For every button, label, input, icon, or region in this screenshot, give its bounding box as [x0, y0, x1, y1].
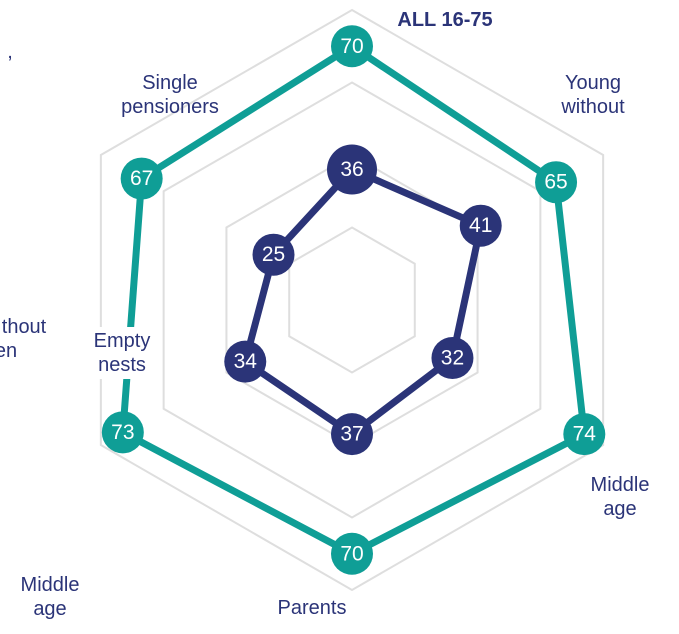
data-label: 67	[130, 167, 153, 190]
category-label: Parents	[277, 597, 347, 619]
data-point	[431, 337, 474, 379]
cropped-label: thout	[1, 316, 47, 338]
data-point	[331, 25, 373, 68]
data-label: 25	[262, 243, 285, 266]
data-point	[331, 532, 373, 575]
category-label: Single pensioners	[121, 72, 219, 118]
data-point	[459, 204, 502, 247]
series-line	[241, 166, 485, 438]
series-line	[119, 42, 588, 558]
data-label: 32	[441, 347, 464, 370]
data-label: 74	[573, 423, 597, 446]
data-point	[224, 340, 267, 383]
data-point	[563, 413, 606, 456]
data-label: 37	[340, 423, 363, 446]
grid-ring	[288, 226, 416, 374]
cropped-label: en	[0, 340, 18, 362]
category-label: Middle age	[590, 474, 650, 520]
data-point	[252, 233, 295, 276]
data-label: 70	[340, 35, 363, 58]
category-label: Young without	[561, 72, 625, 118]
data-label: 65	[544, 171, 567, 194]
cropped-label: Middle age	[20, 574, 80, 620]
data-point	[535, 161, 578, 204]
grid-ring	[99, 8, 605, 592]
data-label: 41	[469, 214, 492, 237]
cropped-label: ,	[7, 41, 13, 63]
data-point	[327, 144, 377, 195]
data-label: 36	[340, 158, 363, 181]
data-label: 73	[111, 421, 134, 444]
data-point	[101, 411, 144, 454]
category-label: Empty nests	[83, 327, 161, 379]
category-label: ALL 16-75	[397, 9, 493, 31]
data-point	[120, 157, 163, 200]
data-label: 34	[234, 350, 258, 373]
data-label: 70	[340, 542, 363, 565]
data-point	[331, 413, 373, 456]
